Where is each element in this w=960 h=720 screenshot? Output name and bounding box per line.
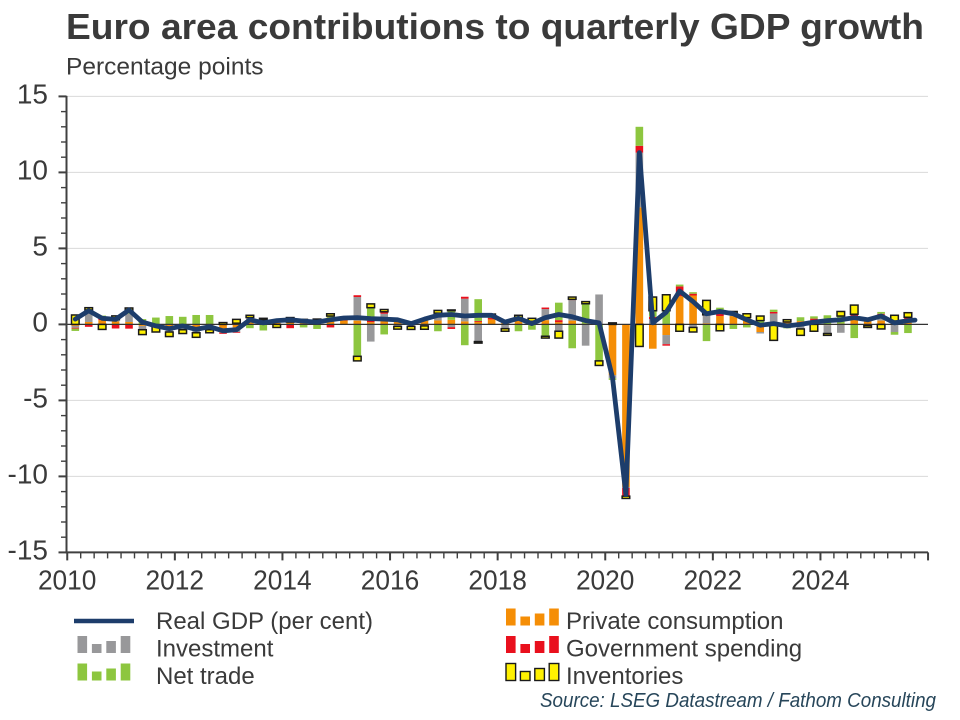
svg-text:Source: LSEG Datastream / Fath: Source: LSEG Datastream / Fathom Consult… (540, 690, 936, 712)
svg-text:2016: 2016 (361, 565, 420, 596)
svg-text:15: 15 (17, 78, 48, 109)
svg-text:-15: -15 (8, 534, 48, 565)
svg-text:-10: -10 (8, 458, 48, 489)
svg-text:Government spending: Government spending (566, 636, 802, 663)
svg-text:Euro area contributions to qua: Euro area contributions to quarterly GDP… (66, 6, 924, 47)
svg-text:10: 10 (17, 154, 48, 185)
svg-text:0: 0 (32, 306, 48, 337)
svg-text:2018: 2018 (468, 565, 527, 596)
svg-text:Net trade: Net trade (156, 663, 255, 690)
svg-text:2010: 2010 (38, 565, 97, 596)
svg-text:2024: 2024 (791, 565, 850, 596)
svg-text:2022: 2022 (684, 565, 743, 596)
svg-text:Percentage points: Percentage points (66, 54, 264, 81)
svg-text:2020: 2020 (576, 565, 635, 596)
svg-text:2012: 2012 (146, 565, 205, 596)
svg-text:-5: -5 (23, 382, 48, 413)
svg-text:Real GDP (per cent): Real GDP (per cent) (156, 608, 373, 635)
svg-text:Private consumption: Private consumption (566, 608, 783, 635)
svg-text:5: 5 (32, 230, 48, 261)
svg-text:Inventories: Inventories (566, 663, 683, 690)
svg-text:Investment: Investment (156, 636, 274, 663)
svg-text:2014: 2014 (253, 565, 312, 596)
